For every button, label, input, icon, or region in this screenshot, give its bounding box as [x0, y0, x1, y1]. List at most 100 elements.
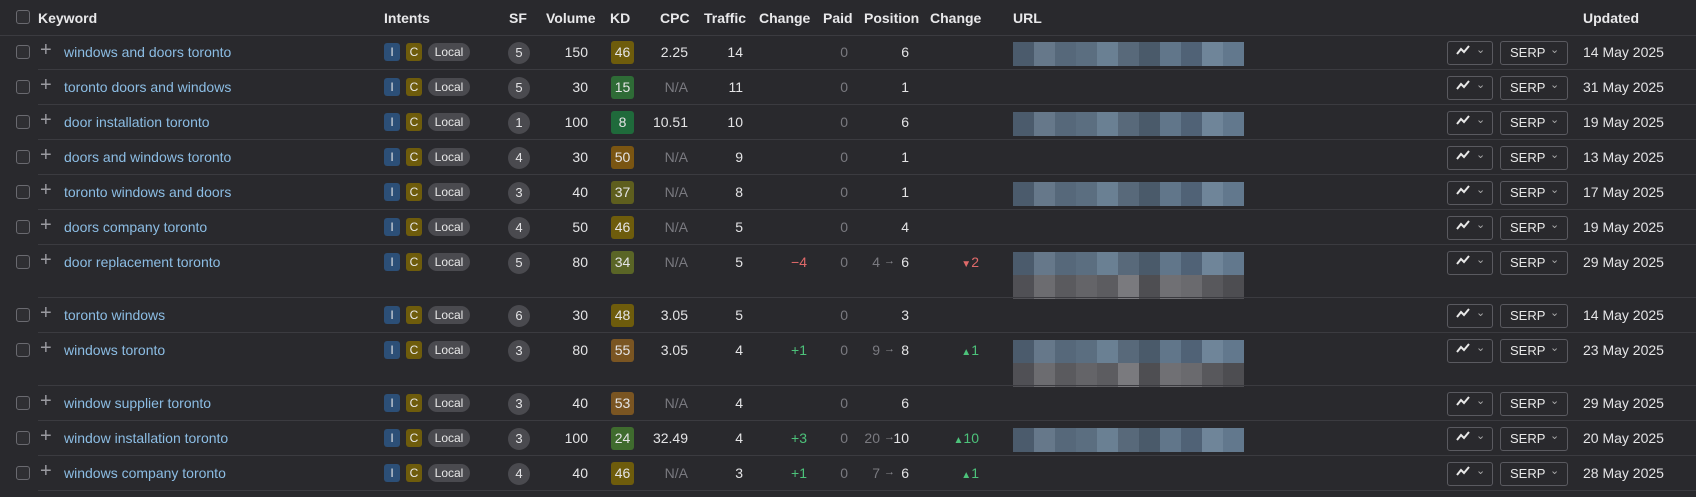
serp-button[interactable]: SERP ⌄: [1500, 427, 1568, 451]
url-redacted[interactable]: [1013, 340, 1244, 364]
serp-features-count[interactable]: 3: [508, 340, 530, 362]
header-updated[interactable]: Updated: [1583, 10, 1639, 26]
position-chart-button[interactable]: ⌄: [1447, 111, 1493, 135]
url-redacted-secondary[interactable]: [1013, 363, 1244, 387]
serp-features-count[interactable]: 6: [508, 305, 530, 327]
position-chart-button[interactable]: ⌄: [1447, 41, 1493, 65]
plus-icon[interactable]: +: [40, 179, 52, 201]
row-checkbox[interactable]: [16, 150, 30, 164]
serp-button[interactable]: SERP ⌄: [1500, 251, 1568, 275]
serp-button[interactable]: SERP ⌄: [1500, 304, 1568, 328]
serp-button[interactable]: SERP ⌄: [1500, 462, 1568, 486]
serp-features-count[interactable]: 4: [508, 147, 530, 169]
serp-features-count[interactable]: 4: [508, 217, 530, 239]
keyword-link[interactable]: toronto doors and windows: [64, 79, 232, 95]
keyword-link[interactable]: door installation toronto: [64, 114, 210, 130]
paid: 0: [840, 219, 848, 235]
plus-icon[interactable]: +: [40, 390, 52, 412]
url-redacted[interactable]: [1013, 182, 1244, 206]
header-keyword[interactable]: Keyword: [38, 10, 98, 26]
row-checkbox[interactable]: [16, 115, 30, 129]
position-chart-button[interactable]: ⌄: [1447, 76, 1493, 100]
trend-line-icon: [1455, 77, 1471, 99]
row-checkbox[interactable]: [16, 185, 30, 199]
serp-features-count[interactable]: 5: [508, 77, 530, 99]
url-redacted-secondary[interactable]: [1013, 275, 1244, 299]
position-chart-button[interactable]: ⌄: [1447, 146, 1493, 170]
url-redacted[interactable]: [1013, 42, 1244, 66]
header-cpc[interactable]: CPC: [660, 10, 690, 26]
header-traffic[interactable]: Traffic: [704, 10, 747, 26]
serp-button[interactable]: SERP ⌄: [1500, 41, 1568, 65]
keyword-link[interactable]: windows and doors toronto: [64, 44, 232, 60]
plus-icon[interactable]: +: [40, 249, 52, 271]
header-position-change[interactable]: Change: [930, 10, 982, 26]
keyword-link[interactable]: toronto windows: [64, 307, 166, 323]
keyword-link[interactable]: doors company toronto: [64, 219, 208, 235]
keyword-link[interactable]: window supplier toronto: [64, 395, 212, 411]
position-chart-button[interactable]: ⌄: [1447, 251, 1493, 275]
chevron-down-icon: ⌄: [1550, 254, 1560, 266]
row-checkbox[interactable]: [16, 308, 30, 322]
row-checkbox[interactable]: [16, 396, 30, 410]
row-checkbox[interactable]: [16, 466, 30, 480]
position-chart-button[interactable]: ⌄: [1447, 339, 1493, 363]
serp-features-count[interactable]: 5: [508, 42, 530, 64]
serp-features-count[interactable]: 4: [508, 463, 530, 485]
select-all-checkbox[interactable]: [16, 10, 30, 24]
position-chart-button[interactable]: ⌄: [1447, 304, 1493, 328]
header-change[interactable]: Change: [759, 10, 811, 26]
position-chart-button[interactable]: ⌄: [1447, 392, 1493, 416]
url-redacted[interactable]: [1013, 252, 1244, 276]
serp-button[interactable]: SERP ⌄: [1500, 216, 1568, 240]
serp-label: SERP: [1510, 255, 1546, 270]
keyword-link[interactable]: toronto windows and doors: [64, 184, 232, 200]
updated-date: 23 May 2025: [1583, 342, 1664, 358]
header-paid[interactable]: Paid: [823, 10, 853, 26]
plus-icon[interactable]: +: [40, 39, 52, 61]
plus-icon[interactable]: +: [40, 214, 52, 236]
serp-features-count[interactable]: 3: [508, 428, 530, 450]
serp-features-count[interactable]: 3: [508, 182, 530, 204]
plus-icon[interactable]: +: [40, 337, 52, 359]
row-checkbox[interactable]: [16, 343, 30, 357]
plus-icon[interactable]: +: [40, 460, 52, 482]
plus-icon[interactable]: +: [40, 425, 52, 447]
position-chart-button[interactable]: ⌄: [1447, 462, 1493, 486]
row-checkbox[interactable]: [16, 220, 30, 234]
keyword-link[interactable]: windows company toronto: [64, 465, 226, 481]
position-chart-button[interactable]: ⌄: [1447, 427, 1493, 451]
plus-icon[interactable]: +: [40, 144, 52, 166]
row-checkbox[interactable]: [16, 255, 30, 269]
serp-button[interactable]: SERP ⌄: [1500, 146, 1568, 170]
plus-icon[interactable]: +: [40, 109, 52, 131]
url-redacted[interactable]: [1013, 428, 1244, 452]
keyword-link[interactable]: door replacement toronto: [64, 254, 221, 270]
header-volume[interactable]: Volume: [546, 10, 596, 26]
serp-features-count[interactable]: 1: [508, 112, 530, 134]
plus-icon[interactable]: +: [40, 74, 52, 96]
serp-button[interactable]: SERP ⌄: [1500, 181, 1568, 205]
intent-local-badge: Local: [428, 306, 470, 324]
header-position[interactable]: Position: [864, 10, 920, 26]
paid: 0: [840, 149, 848, 165]
header-sf[interactable]: SF: [509, 10, 527, 26]
position-chart-button[interactable]: ⌄: [1447, 216, 1493, 240]
keyword-link[interactable]: doors and windows toronto: [64, 149, 232, 165]
serp-features-count[interactable]: 3: [508, 393, 530, 415]
row-checkbox[interactable]: [16, 45, 30, 59]
serp-button[interactable]: SERP ⌄: [1500, 76, 1568, 100]
trend-line-icon: [1455, 340, 1471, 362]
row-checkbox[interactable]: [16, 431, 30, 445]
header-kd[interactable]: KD: [610, 10, 631, 26]
serp-button[interactable]: SERP ⌄: [1500, 111, 1568, 135]
position-chart-button[interactable]: ⌄: [1447, 181, 1493, 205]
url-redacted[interactable]: [1013, 112, 1244, 136]
serp-button[interactable]: SERP ⌄: [1500, 392, 1568, 416]
serp-features-count[interactable]: 5: [508, 252, 530, 274]
row-checkbox[interactable]: [16, 80, 30, 94]
serp-button[interactable]: SERP ⌄: [1500, 339, 1568, 363]
plus-icon[interactable]: +: [40, 302, 52, 324]
keyword-link[interactable]: windows toronto: [64, 342, 166, 358]
keyword-link[interactable]: window installation toronto: [64, 430, 229, 446]
